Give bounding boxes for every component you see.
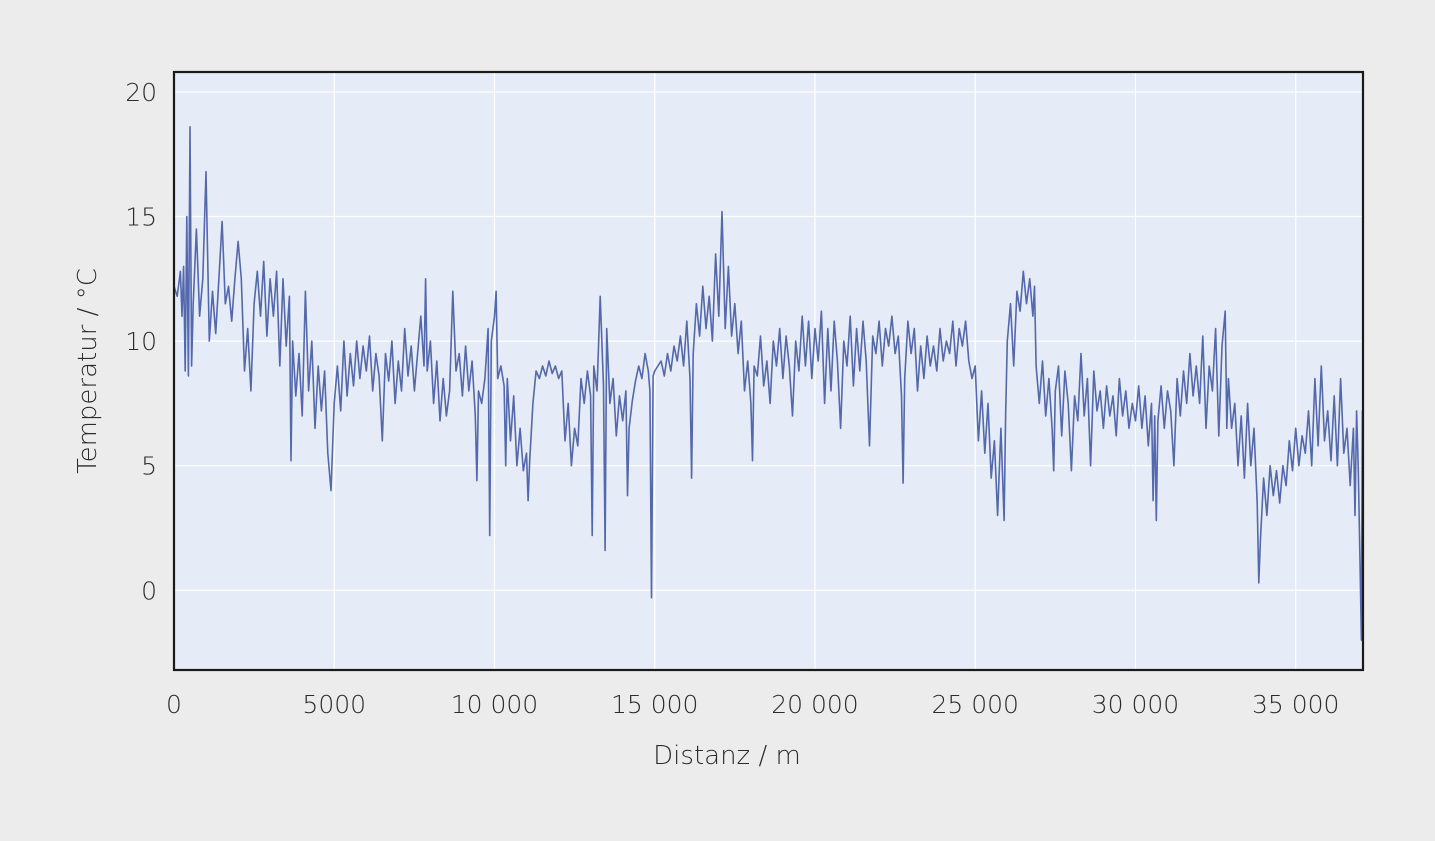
x-axis-ticks: 0 5000 10 000 15 000 20 000 25 000 30 000 35 00… [166, 690, 1339, 719]
x-tick-label: 15 000 [611, 690, 698, 719]
y-tick-label: 10 [125, 327, 157, 356]
y-tick-label: 15 [125, 203, 157, 232]
y-axis-ticks: 0 5 10 15 20 [125, 78, 157, 605]
x-axis-title: Distanz / m [653, 741, 801, 771]
plot-frame [172, 70, 1365, 672]
x-tick-label: 10 000 [451, 690, 538, 719]
y-tick-label: 20 [125, 78, 157, 107]
temperature-series-line [173, 126, 1364, 641]
x-tick-label: 25 000 [931, 690, 1018, 719]
y-tick-label: 0 [141, 576, 157, 605]
y-axis-title: Temperatur / °C [73, 268, 103, 474]
x-tick-label: 30 000 [1092, 690, 1179, 719]
grid-lines [173, 72, 1363, 670]
x-tick-label: 35 000 [1252, 690, 1339, 719]
x-tick-label: 0 [166, 690, 182, 719]
x-tick-label: 20 000 [771, 690, 858, 719]
y-tick-label: 5 [141, 452, 157, 481]
x-tick-label: 5000 [302, 690, 366, 719]
